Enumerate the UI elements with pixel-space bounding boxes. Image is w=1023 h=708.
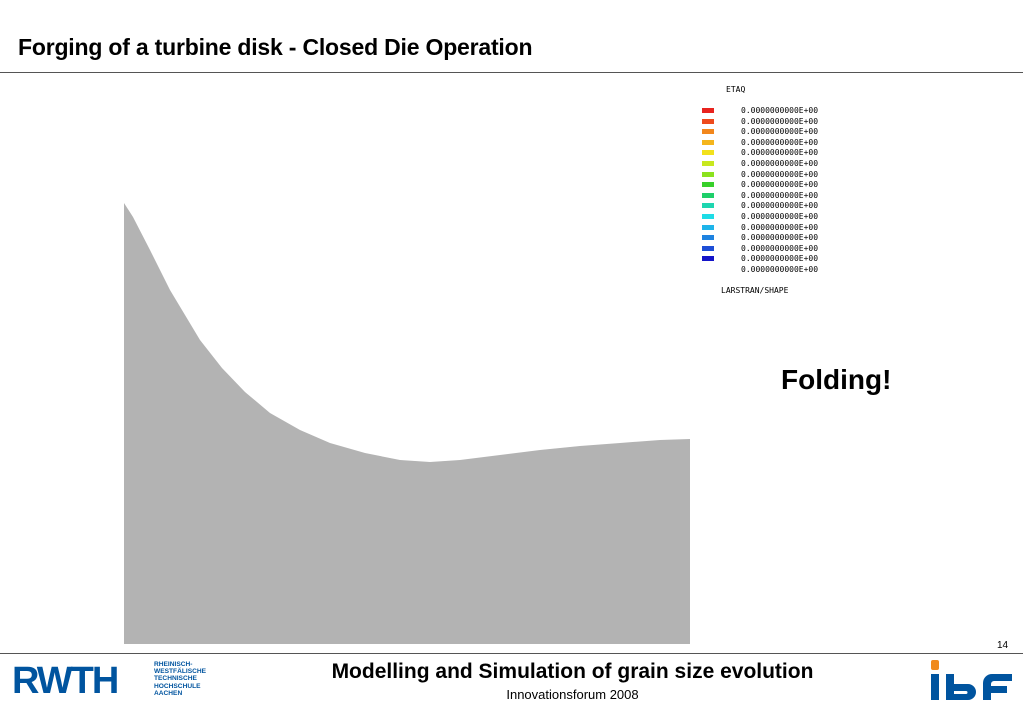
- footer-title: Modelling and Simulation of grain size e…: [331, 660, 814, 683]
- legend-swatch: [702, 118, 714, 124]
- folding-annotation: Folding!: [781, 364, 892, 395]
- legend-value: 0.0000000000E+00: [741, 201, 819, 211]
- legend-row: 0.0000000000E+00: [702, 148, 842, 158]
- legend-swatch: [702, 108, 714, 113]
- legend-row: 0.0000000000E+00: [702, 127, 842, 137]
- legend-row: 0.0000000000E+00: [702, 212, 842, 222]
- legend-value: 0.0000000000E+00: [741, 159, 819, 168]
- ibf-logo-b: [946, 674, 976, 700]
- legend-value: 0.0000000000E+00: [741, 116, 819, 126]
- legend-value: 0.0000000000E+00: [741, 222, 819, 232]
- legend-swatch: [702, 150, 714, 156]
- legend-row: 0.0000000000E+00: [702, 201, 842, 211]
- legend-value: 0.0000000000E+00: [741, 254, 819, 264]
- software-label: LARSTRAN/SHAPE: [721, 286, 789, 295]
- legend-row: 0.0000000000E+00: [702, 265, 842, 275]
- legend-row: 0.0000000000E+00: [702, 180, 842, 190]
- footer-subtitle: Innovationsforum 2008: [506, 687, 639, 702]
- legend-value: 0.0000000000E+00: [741, 148, 819, 158]
- legend-value: 0.0000000000E+00: [741, 106, 819, 115]
- legend-value: 0.0000000000E+00: [741, 137, 819, 147]
- rwth-logo: RWTH RHEINISCH- WESTFÄLISCHE TECHNISCHE …: [12, 660, 232, 700]
- legend-value: 0.0000000000E+00: [741, 180, 819, 190]
- legend-title: ETAQ: [726, 85, 746, 94]
- workpiece-shape: [124, 203, 690, 644]
- legend-value: 0.0000000000E+00: [741, 169, 819, 179]
- legend-swatch: [702, 182, 714, 188]
- legend-row: 0.0000000000E+00: [702, 254, 842, 264]
- ibf-logo-accent: [931, 660, 939, 670]
- legend-value: 0.0000000000E+00: [741, 243, 819, 253]
- ibf-logo-f: [983, 674, 1012, 700]
- legend-row: 0.0000000000E+00: [702, 117, 842, 127]
- legend-value: 0.0000000000E+00: [741, 127, 819, 137]
- legend-swatch: [702, 192, 714, 198]
- title-divider: [0, 72, 1023, 73]
- slide-title: Forging of a turbine disk - Closed Die O…: [18, 34, 533, 60]
- legend-swatch: [702, 245, 714, 251]
- legend-value: 0.0000000000E+00: [741, 190, 819, 200]
- rwth-logo-lines: RHEINISCH- WESTFÄLISCHE TECHNISCHE HOCHS…: [154, 661, 207, 697]
- rwth-logo-word: RWTH: [12, 660, 119, 702]
- legend-row: 0.0000000000E+00: [702, 170, 842, 180]
- page-number: 14: [997, 640, 1009, 651]
- legend-value: 0.0000000000E+00: [741, 212, 819, 221]
- legend-row: 0.0000000000E+00: [702, 233, 842, 243]
- legend-swatch: [702, 171, 714, 177]
- ibf-logo: [931, 660, 1012, 700]
- legend-row: 0.0000000000E+00: [702, 138, 842, 148]
- legend-swatch: [702, 139, 714, 145]
- legend-swatch: [702, 235, 714, 241]
- legend-value: 0.0000000000E+00: [741, 233, 819, 243]
- legend-row: 0.0000000000E+00: [702, 191, 842, 201]
- legend-swatch: [702, 256, 714, 262]
- legend-swatch: [702, 214, 714, 219]
- legend-swatch: [702, 203, 714, 209]
- legend-swatch: [702, 224, 714, 230]
- legend-swatch: [702, 129, 714, 135]
- legend-row: 0.0000000000E+00: [702, 106, 842, 116]
- ibf-logo-i: [931, 674, 939, 700]
- legend-row: 0.0000000000E+00: [702, 244, 842, 254]
- footer-divider: [0, 653, 1023, 654]
- legend-swatch: [702, 161, 714, 166]
- legend-row: 0.0000000000E+00: [702, 223, 842, 233]
- legend-row: 0.0000000000E+00: [702, 159, 842, 169]
- legend-value: 0.0000000000E+00: [741, 265, 819, 274]
